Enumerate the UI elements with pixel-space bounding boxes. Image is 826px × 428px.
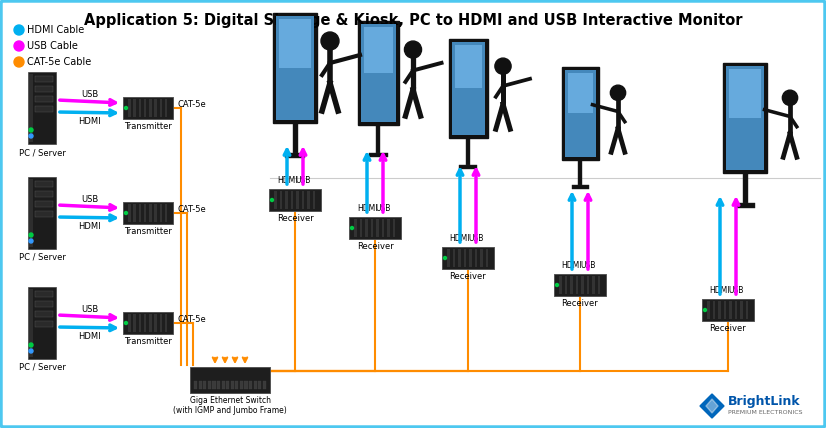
Circle shape — [125, 107, 127, 110]
FancyBboxPatch shape — [463, 249, 466, 267]
Circle shape — [14, 25, 24, 35]
FancyBboxPatch shape — [564, 69, 596, 157]
Text: HDMI: HDMI — [78, 222, 101, 231]
FancyBboxPatch shape — [564, 276, 567, 294]
Text: PC / Server: PC / Server — [18, 253, 65, 262]
FancyBboxPatch shape — [240, 381, 243, 389]
FancyBboxPatch shape — [159, 204, 162, 222]
FancyBboxPatch shape — [269, 189, 321, 211]
FancyBboxPatch shape — [208, 381, 211, 389]
FancyBboxPatch shape — [235, 381, 239, 389]
FancyBboxPatch shape — [164, 204, 167, 222]
FancyBboxPatch shape — [729, 301, 732, 319]
FancyBboxPatch shape — [592, 276, 595, 294]
FancyBboxPatch shape — [230, 381, 234, 389]
FancyBboxPatch shape — [123, 97, 173, 119]
FancyBboxPatch shape — [570, 276, 572, 294]
FancyBboxPatch shape — [312, 191, 315, 209]
FancyBboxPatch shape — [133, 314, 135, 332]
Text: PC / Server: PC / Server — [18, 363, 65, 372]
FancyBboxPatch shape — [301, 191, 304, 209]
FancyBboxPatch shape — [452, 42, 485, 134]
FancyBboxPatch shape — [144, 204, 146, 222]
FancyBboxPatch shape — [139, 99, 141, 117]
Text: Receiver: Receiver — [710, 324, 747, 333]
Text: USB: USB — [468, 234, 484, 243]
Text: HDMI: HDMI — [277, 176, 297, 185]
FancyBboxPatch shape — [469, 249, 472, 267]
Text: Transmitter: Transmitter — [124, 227, 172, 236]
Circle shape — [704, 309, 706, 312]
Polygon shape — [706, 399, 718, 413]
FancyBboxPatch shape — [567, 72, 592, 113]
FancyBboxPatch shape — [29, 74, 33, 142]
FancyBboxPatch shape — [28, 72, 56, 144]
FancyBboxPatch shape — [724, 301, 726, 319]
Circle shape — [29, 128, 33, 132]
FancyBboxPatch shape — [723, 63, 767, 173]
Text: HDMI: HDMI — [562, 261, 582, 270]
FancyBboxPatch shape — [480, 249, 482, 267]
FancyBboxPatch shape — [144, 314, 146, 332]
Text: Transmitter: Transmitter — [124, 337, 172, 346]
Circle shape — [29, 239, 33, 243]
FancyBboxPatch shape — [35, 191, 53, 197]
Circle shape — [350, 226, 354, 229]
FancyBboxPatch shape — [144, 99, 146, 117]
FancyBboxPatch shape — [139, 314, 141, 332]
FancyBboxPatch shape — [291, 191, 293, 209]
FancyBboxPatch shape — [442, 247, 494, 269]
Text: USB: USB — [375, 204, 391, 213]
FancyBboxPatch shape — [35, 301, 53, 307]
FancyBboxPatch shape — [365, 219, 368, 237]
FancyBboxPatch shape — [735, 203, 755, 208]
Text: CAT-5e: CAT-5e — [177, 315, 206, 324]
FancyBboxPatch shape — [358, 21, 398, 125]
Circle shape — [14, 41, 24, 51]
Circle shape — [782, 90, 798, 105]
Circle shape — [444, 256, 447, 259]
Text: USB: USB — [81, 90, 98, 99]
FancyBboxPatch shape — [35, 96, 53, 102]
FancyBboxPatch shape — [449, 39, 487, 137]
FancyBboxPatch shape — [128, 99, 131, 117]
FancyBboxPatch shape — [259, 381, 261, 389]
FancyBboxPatch shape — [562, 66, 599, 160]
FancyBboxPatch shape — [154, 99, 157, 117]
FancyBboxPatch shape — [35, 86, 53, 92]
Text: USB: USB — [81, 195, 98, 204]
Text: USB: USB — [296, 176, 311, 185]
FancyBboxPatch shape — [292, 123, 297, 153]
FancyBboxPatch shape — [713, 301, 715, 319]
Text: HDMI: HDMI — [357, 204, 377, 213]
FancyBboxPatch shape — [244, 381, 248, 389]
FancyBboxPatch shape — [718, 301, 720, 319]
Circle shape — [495, 58, 511, 74]
FancyBboxPatch shape — [28, 287, 56, 359]
Circle shape — [270, 199, 273, 202]
Text: HDMI: HDMI — [78, 332, 101, 341]
FancyBboxPatch shape — [128, 204, 131, 222]
Circle shape — [321, 32, 339, 50]
FancyBboxPatch shape — [149, 314, 151, 332]
Text: BrightLink: BrightLink — [728, 395, 800, 407]
FancyBboxPatch shape — [133, 204, 135, 222]
FancyBboxPatch shape — [164, 99, 167, 117]
FancyBboxPatch shape — [354, 219, 357, 237]
FancyBboxPatch shape — [296, 191, 298, 209]
FancyBboxPatch shape — [746, 301, 748, 319]
FancyBboxPatch shape — [221, 381, 225, 389]
FancyBboxPatch shape — [139, 204, 141, 222]
FancyBboxPatch shape — [371, 219, 373, 237]
FancyBboxPatch shape — [740, 301, 743, 319]
FancyBboxPatch shape — [149, 204, 151, 222]
FancyBboxPatch shape — [453, 249, 455, 267]
FancyBboxPatch shape — [726, 66, 764, 170]
FancyBboxPatch shape — [35, 311, 53, 317]
FancyBboxPatch shape — [360, 24, 396, 122]
FancyBboxPatch shape — [466, 137, 470, 164]
FancyBboxPatch shape — [217, 381, 221, 389]
FancyBboxPatch shape — [458, 249, 461, 267]
FancyBboxPatch shape — [35, 106, 53, 112]
